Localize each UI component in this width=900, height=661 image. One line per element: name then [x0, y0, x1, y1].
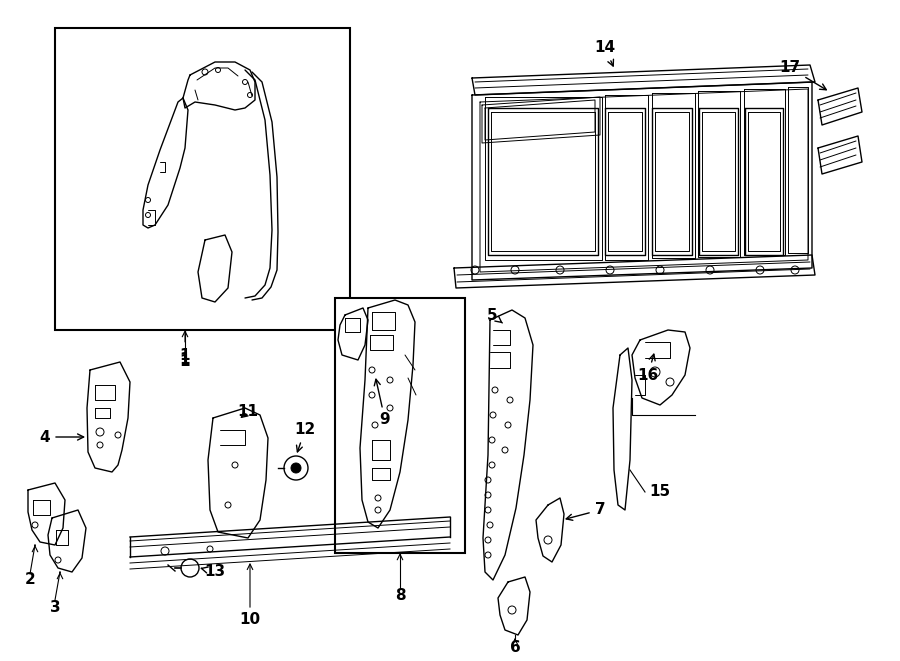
Text: 4: 4 — [40, 430, 84, 444]
Bar — [55, 28, 350, 330]
Text: 15: 15 — [650, 485, 670, 500]
Text: 5: 5 — [487, 307, 502, 323]
Text: 1: 1 — [180, 332, 190, 362]
Text: 16: 16 — [637, 354, 659, 383]
Text: 8: 8 — [395, 588, 405, 602]
Text: 14: 14 — [594, 40, 616, 66]
Text: 11: 11 — [238, 405, 258, 420]
Bar — [335, 298, 465, 553]
Text: 1: 1 — [180, 354, 190, 369]
Text: 9: 9 — [374, 379, 391, 428]
Text: 17: 17 — [779, 61, 826, 90]
Text: 10: 10 — [239, 613, 261, 627]
Text: 2: 2 — [24, 572, 35, 588]
Circle shape — [291, 463, 301, 473]
Text: 7: 7 — [566, 502, 606, 520]
Text: 6: 6 — [509, 641, 520, 656]
Text: 3: 3 — [50, 600, 60, 615]
Text: 13: 13 — [202, 564, 226, 580]
Text: 1: 1 — [180, 352, 190, 368]
Text: 12: 12 — [294, 422, 316, 452]
